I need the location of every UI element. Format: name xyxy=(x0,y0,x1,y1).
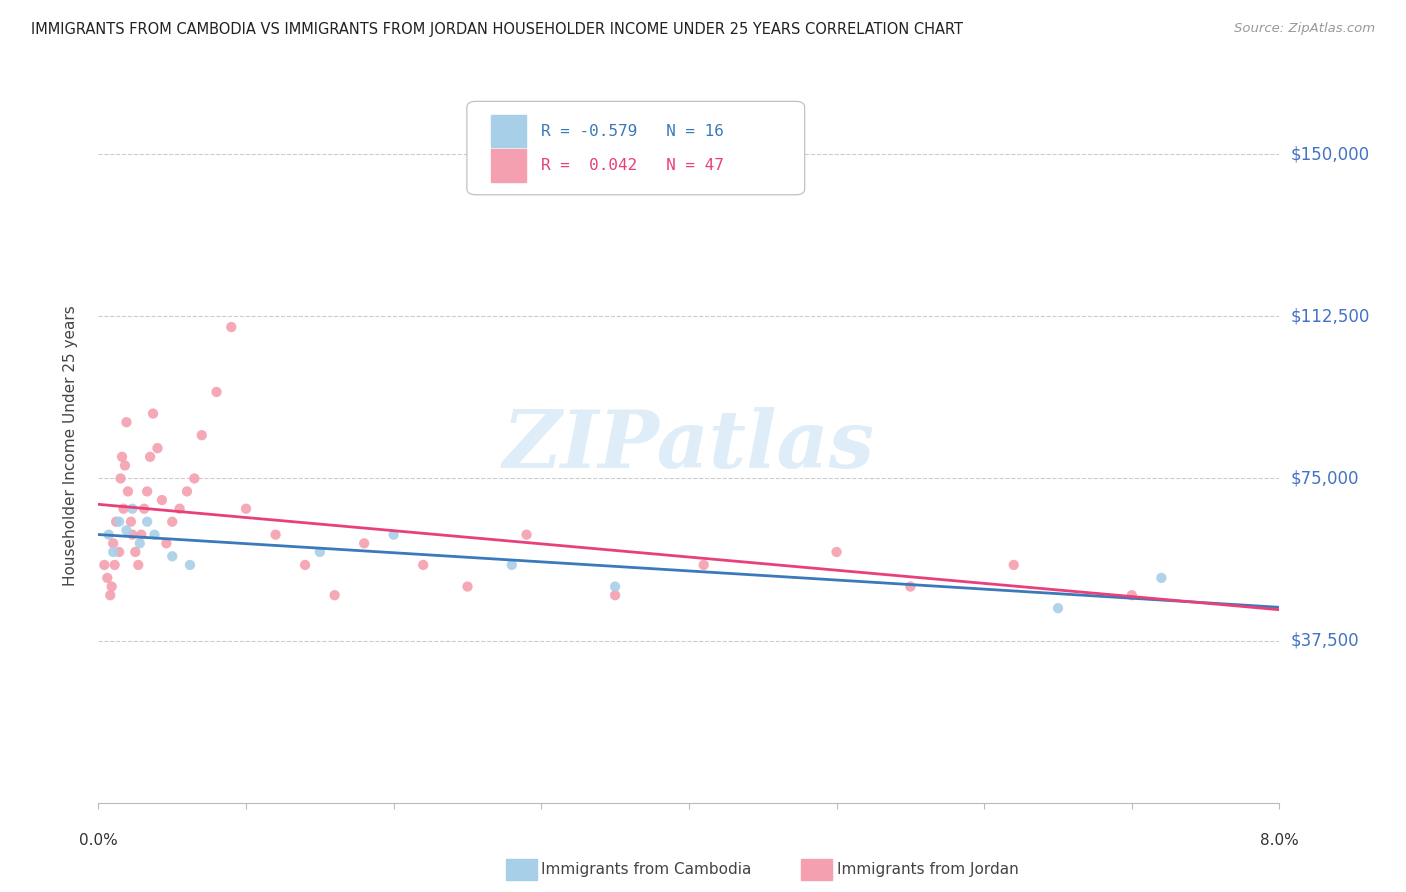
Point xyxy=(382,527,405,541)
Point xyxy=(112,501,135,516)
Point xyxy=(108,515,131,529)
Text: Immigrants from Jordan: Immigrants from Jordan xyxy=(837,863,1018,877)
Text: $37,500: $37,500 xyxy=(1291,632,1360,649)
Point xyxy=(96,571,118,585)
Point xyxy=(121,501,143,516)
Point xyxy=(162,515,183,529)
Point xyxy=(115,524,138,538)
Point xyxy=(219,320,242,334)
Point xyxy=(98,588,121,602)
Point xyxy=(124,545,146,559)
Point xyxy=(412,558,434,572)
Text: R =  0.042   N = 47: R = 0.042 N = 47 xyxy=(541,158,724,173)
Point xyxy=(136,484,159,499)
Point xyxy=(1121,588,1143,602)
Point xyxy=(103,536,125,550)
Point xyxy=(111,450,134,464)
Point xyxy=(294,558,316,572)
Point xyxy=(127,558,149,572)
Point xyxy=(136,515,159,529)
Point xyxy=(183,471,205,485)
Point xyxy=(179,558,201,572)
Point xyxy=(605,588,627,602)
Point xyxy=(456,580,478,594)
Point xyxy=(692,558,714,572)
Point xyxy=(150,493,173,508)
Point xyxy=(898,580,921,594)
Point xyxy=(1046,601,1069,615)
Point xyxy=(323,588,346,602)
Text: ZIPatlas: ZIPatlas xyxy=(503,408,875,484)
Point xyxy=(605,580,627,594)
Text: R = -0.579   N = 16: R = -0.579 N = 16 xyxy=(541,124,724,139)
Point xyxy=(117,484,139,499)
Point xyxy=(97,527,120,541)
Point xyxy=(169,501,191,516)
Point xyxy=(120,515,142,529)
Point xyxy=(501,558,523,572)
Text: $112,500: $112,500 xyxy=(1291,307,1369,326)
Point xyxy=(190,428,214,442)
Point xyxy=(515,527,537,541)
Point xyxy=(308,545,332,559)
Text: IMMIGRANTS FROM CAMBODIA VS IMMIGRANTS FROM JORDAN HOUSEHOLDER INCOME UNDER 25 Y: IMMIGRANTS FROM CAMBODIA VS IMMIGRANTS F… xyxy=(31,22,963,37)
Point xyxy=(146,441,169,455)
Point xyxy=(176,484,198,499)
Point xyxy=(110,471,132,485)
Point xyxy=(1002,558,1025,572)
Point xyxy=(128,536,150,550)
Text: Source: ZipAtlas.com: Source: ZipAtlas.com xyxy=(1234,22,1375,36)
Point xyxy=(162,549,183,564)
Y-axis label: Householder Income Under 25 years: Householder Income Under 25 years xyxy=(63,306,77,586)
Point xyxy=(100,580,122,594)
Point xyxy=(235,501,257,516)
Text: $150,000: $150,000 xyxy=(1291,145,1369,163)
Point xyxy=(134,501,156,516)
Text: 0.0%: 0.0% xyxy=(79,833,118,848)
Text: Immigrants from Cambodia: Immigrants from Cambodia xyxy=(541,863,752,877)
FancyBboxPatch shape xyxy=(467,102,804,194)
Point xyxy=(1150,571,1173,585)
Point xyxy=(142,407,165,421)
Point xyxy=(108,545,131,559)
Point xyxy=(104,558,127,572)
Point xyxy=(114,458,136,473)
Point xyxy=(143,527,166,541)
Point xyxy=(121,527,143,541)
Point xyxy=(825,545,848,559)
Point xyxy=(129,527,152,541)
Text: $75,000: $75,000 xyxy=(1291,469,1360,487)
Point xyxy=(155,536,177,550)
Point xyxy=(93,558,115,572)
Bar xyxy=(491,115,526,147)
Point xyxy=(353,536,375,550)
Point xyxy=(264,527,287,541)
Point xyxy=(205,384,228,399)
Point xyxy=(115,415,138,429)
Point xyxy=(103,545,125,559)
Point xyxy=(105,515,128,529)
Text: 8.0%: 8.0% xyxy=(1260,833,1299,848)
Point xyxy=(139,450,162,464)
Bar xyxy=(491,150,526,182)
